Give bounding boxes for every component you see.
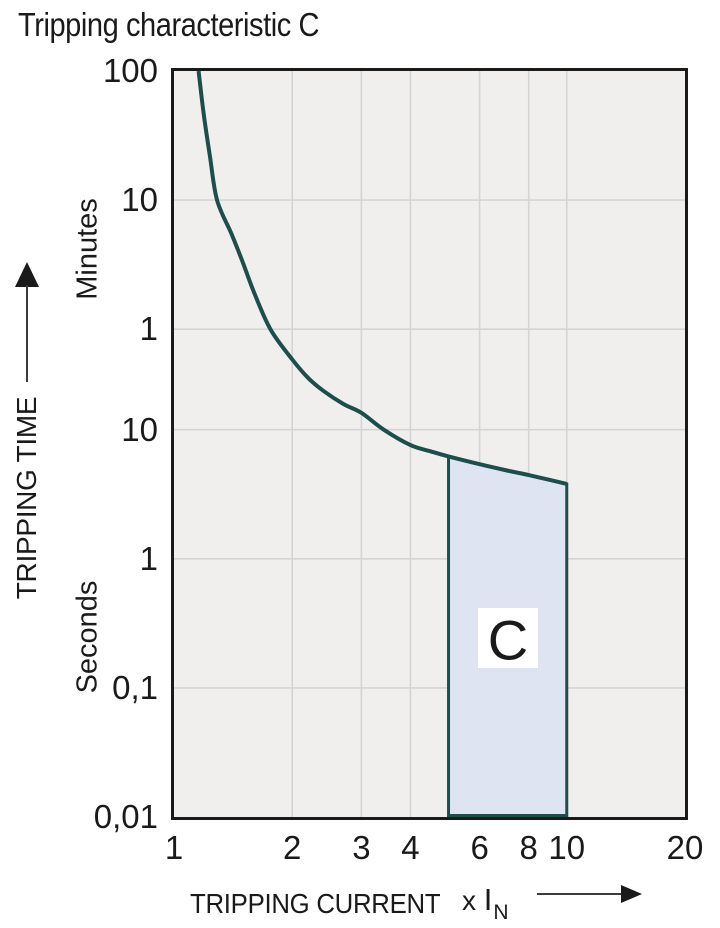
x-tick-label: 2 [283,829,302,866]
y-tick-label: 100 [102,52,158,89]
x-tick-label: 10 [548,829,586,866]
x-tick-label: 8 [519,829,538,866]
y-axis-arrow-up-icon [15,262,39,287]
y-tick-label: 10 [121,410,158,448]
y-tick-label: 1 [139,310,158,348]
y-axis-title: TRIPPING TIME [11,396,42,600]
y-tick-label: 10 [121,181,158,219]
x-tick-label: 3 [352,829,371,866]
x-tick-label: 6 [470,829,489,866]
x-axis-unit: x IN [462,882,509,924]
x-axis-arrow-line [537,893,623,895]
x-tick-label: 20 [666,829,704,866]
plot-area: C [171,68,688,820]
page-title: Tripping characteristic C [18,6,320,43]
y-tick-label: 0,01 [93,798,158,835]
x-tick-label: 1 [164,829,184,866]
region-label-box [478,608,538,668]
region-label: C [488,609,528,672]
tripping-curve [196,71,568,486]
y-tick-label: 0,1 [112,668,158,706]
y-tick-label: 1 [139,539,158,577]
x-tick-label: 4 [401,829,420,866]
chart-canvas: C [174,71,685,817]
x-axis-arrow-right-icon [621,885,642,903]
x-unit-prefix: x [462,885,476,916]
y-axis-arrow-line [26,285,28,382]
x-axis-title: TRIPPING CURRENT [190,888,441,919]
x-unit-subscript: N [493,900,509,924]
x-unit-symbol: I [483,882,493,917]
